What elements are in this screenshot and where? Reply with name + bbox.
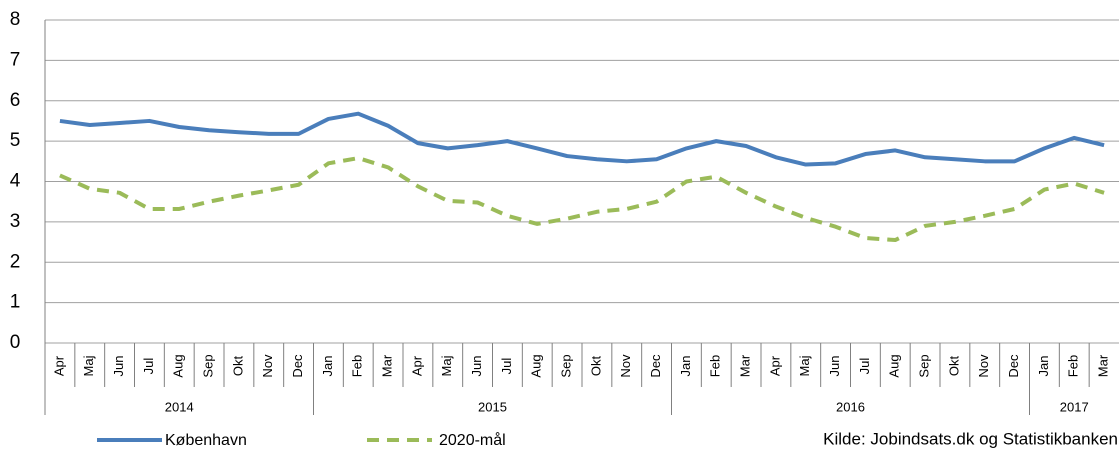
x-tick-label: Mar bbox=[380, 354, 395, 377]
x-tick-label: Feb bbox=[350, 355, 365, 377]
year-label: 2014 bbox=[165, 399, 194, 414]
x-tick-label: Maj bbox=[439, 355, 454, 376]
x-tick-label: Dec bbox=[290, 354, 305, 378]
x-tick-label: Jun bbox=[469, 356, 484, 377]
x-tick-label: Mar bbox=[738, 354, 753, 377]
x-tick-label: Jul bbox=[857, 358, 872, 375]
series-line bbox=[59, 111, 1105, 167]
y-tick-label: 8 bbox=[10, 9, 21, 30]
x-tick-label: Maj bbox=[81, 355, 96, 376]
year-label: 2015 bbox=[478, 399, 507, 414]
x-tick-label: Jan bbox=[1036, 356, 1051, 377]
x-tick-label: Nov bbox=[260, 354, 275, 378]
x-tick-label: Dec bbox=[648, 354, 663, 378]
y-tick-label: 1 bbox=[10, 292, 21, 313]
x-tick-label: Okt bbox=[588, 356, 603, 377]
x-tick-label: Feb bbox=[1066, 355, 1081, 377]
y-tick-label: 2 bbox=[10, 251, 21, 272]
x-tick-label: Jan bbox=[320, 356, 335, 377]
x-tick-label: Nov bbox=[618, 354, 633, 378]
x-tick-label: Sep bbox=[559, 354, 574, 377]
y-tick-label: 7 bbox=[10, 49, 21, 70]
x-tick-label: Aug bbox=[887, 354, 902, 377]
x-tick-label: Jul bbox=[499, 358, 514, 375]
y-tick-label: 4 bbox=[10, 171, 21, 192]
x-tick-label: Jun bbox=[827, 356, 842, 377]
x-tick-label: Feb bbox=[708, 355, 723, 377]
x-tick-label: Jun bbox=[111, 356, 126, 377]
x-tick-label: Nov bbox=[976, 354, 991, 378]
y-tick-label: 5 bbox=[10, 130, 21, 151]
x-tick-label: Okt bbox=[230, 356, 245, 377]
x-tick-label: Sep bbox=[917, 354, 932, 377]
x-tick-label: Dec bbox=[1006, 354, 1021, 378]
x-tick-label: Aug bbox=[171, 354, 186, 377]
x-tick-label: Maj bbox=[797, 355, 812, 376]
x-tick-label: Aug bbox=[529, 354, 544, 377]
y-tick-label: 3 bbox=[10, 211, 21, 232]
year-label: 2016 bbox=[836, 399, 865, 414]
x-tick-label: Mar bbox=[1096, 354, 1111, 377]
legend-label: 2020-mål bbox=[439, 431, 506, 449]
x-tick-label: Apr bbox=[767, 355, 782, 376]
source-note: Kilde: Jobindsats.dk og Statistikbanken bbox=[823, 429, 1118, 448]
x-tick-label: Apr bbox=[51, 355, 66, 376]
x-tick-label: Sep bbox=[201, 354, 216, 377]
y-tick-label: 6 bbox=[10, 90, 21, 111]
x-tick-label: Apr bbox=[409, 355, 424, 376]
legend-label: København bbox=[165, 432, 247, 449]
x-tick-label: Jan bbox=[678, 356, 693, 377]
x-tick-label: Jul bbox=[141, 358, 156, 375]
series-line bbox=[59, 156, 1105, 243]
x-tick-label: Okt bbox=[946, 356, 961, 377]
y-tick-label: 0 bbox=[10, 332, 21, 353]
year-label: 2017 bbox=[1060, 399, 1089, 414]
